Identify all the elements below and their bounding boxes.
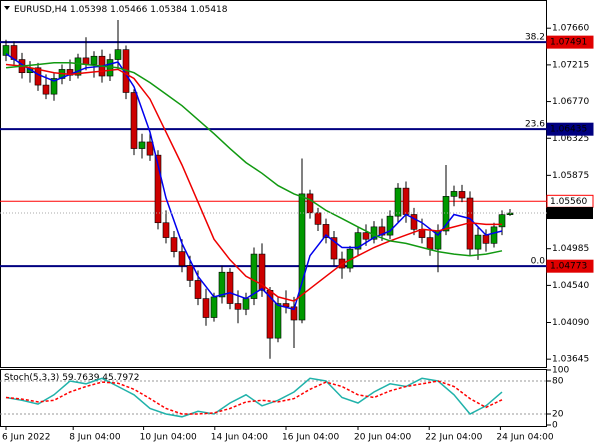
level-tag-label: 1.06435	[550, 125, 587, 135]
candle-body	[234, 303, 242, 310]
candle-body	[474, 234, 482, 250]
candle-body	[394, 187, 402, 217]
candle-body	[186, 265, 194, 281]
level-tag-label: 1.04773	[550, 262, 587, 272]
y-tick-label: 1.06770	[552, 97, 589, 107]
candle-body	[442, 196, 450, 232]
candle-body	[138, 141, 146, 149]
candle-body	[402, 187, 410, 215]
candle-body	[306, 193, 314, 214]
candle-body	[426, 237, 434, 250]
y-tick-label: 1.07215	[552, 60, 589, 70]
candle-body	[386, 215, 394, 236]
level-tag	[546, 259, 594, 273]
y-tick-label: 80	[552, 377, 564, 387]
y-tick-label: 1.03645	[552, 355, 589, 365]
candle-body	[482, 234, 490, 244]
candle-body	[362, 232, 370, 240]
x-tick-label: 8 Jun 04:00	[69, 433, 121, 443]
candle-body	[218, 271, 226, 298]
candle-body	[458, 191, 466, 199]
stoch-header: Stoch(5,3,3) 59.7639 45.7972	[4, 373, 140, 383]
candle-body	[194, 280, 202, 299]
candle-body	[202, 298, 210, 318]
main-frame	[0, 0, 547, 368]
y-tick-label: 1.04985	[552, 244, 589, 254]
x-tick-label: 24 Jun 04:00	[496, 433, 553, 443]
candle-body	[130, 92, 138, 149]
moving-average	[5, 63, 502, 302]
x-tick-label: 10 Jun 04:00	[140, 433, 197, 443]
candle-body	[170, 237, 178, 252]
candle-body	[162, 222, 170, 238]
x-tick-label: 6 Jun 2022	[2, 433, 50, 443]
low-value: 1.05384	[150, 5, 187, 15]
level-name: 38.2	[525, 33, 545, 43]
candle-body	[274, 303, 282, 339]
y-tick-label: 1.06325	[552, 134, 589, 144]
level-name: 23.6	[525, 120, 545, 130]
x-tick-label: 14 Jun 04:00	[211, 433, 268, 443]
candle-body	[258, 253, 266, 291]
close-value: 1.05418	[190, 5, 227, 15]
price-tag-label: 1.05418	[550, 209, 587, 219]
menu-triangle	[4, 6, 10, 10]
candle-body	[298, 193, 306, 321]
price-tag	[547, 207, 593, 220]
level-tag	[546, 122, 594, 136]
candle-body	[314, 212, 322, 225]
moving-average	[5, 62, 503, 257]
candle-body	[250, 253, 258, 299]
x-tick-label: 22 Jun 04:00	[425, 433, 482, 443]
chart-header: EURUSD,H4 1.05398 1.05466 1.05384 1.0541…	[14, 5, 228, 15]
candle-body	[2, 45, 10, 56]
high-value: 1.05466	[110, 5, 147, 15]
stoch-line	[5, 380, 503, 415]
candle-body	[74, 57, 82, 76]
candle-body	[154, 154, 162, 224]
stoch-signal-value: 45.7972	[102, 373, 139, 383]
y-tick-label: 1.04090	[552, 318, 589, 328]
y-tick-label: 1.04540	[552, 281, 589, 291]
level-name: 0.0	[531, 257, 546, 267]
candle-body	[330, 237, 338, 260]
open-value: 1.05398	[70, 5, 107, 15]
candle-body	[322, 224, 330, 238]
stoch-main-value: 59.7639	[62, 373, 99, 383]
candle-body	[226, 271, 234, 304]
y-tick-label: 1.07660	[552, 24, 589, 34]
y-tick-label: 1.05875	[552, 171, 589, 181]
level-tag	[546, 35, 594, 49]
y-tick-label: 20	[552, 410, 564, 420]
candle-body	[178, 251, 186, 266]
candle-body	[450, 191, 458, 197]
candle-body	[82, 57, 90, 65]
candle-body	[146, 141, 154, 156]
level-tag-label: 1.05560	[550, 197, 587, 207]
moving-average	[5, 53, 503, 311]
candle-body	[498, 214, 506, 228]
x-tick-label: 20 Jun 04:00	[354, 433, 411, 443]
candle-body	[90, 55, 98, 65]
stoch-title: Stoch(5,3,3)	[4, 373, 59, 383]
candle-body	[490, 226, 498, 244]
candle-body	[114, 49, 122, 60]
x-tick-label: 16 Jun 04:00	[282, 433, 339, 443]
candle-body	[242, 298, 250, 310]
candle-body	[410, 214, 418, 230]
symbol: EURUSD,H4	[14, 5, 67, 15]
candle-body	[354, 232, 362, 250]
level-tag-label: 1.07491	[550, 38, 587, 48]
stoch-frame	[0, 369, 547, 427]
y-tick-label: 0	[552, 421, 558, 431]
candle-body	[42, 84, 50, 95]
y-tick-label: 100	[552, 366, 569, 376]
stoch-line	[5, 377, 503, 418]
candle-body	[210, 296, 218, 318]
candle-body	[50, 78, 58, 95]
